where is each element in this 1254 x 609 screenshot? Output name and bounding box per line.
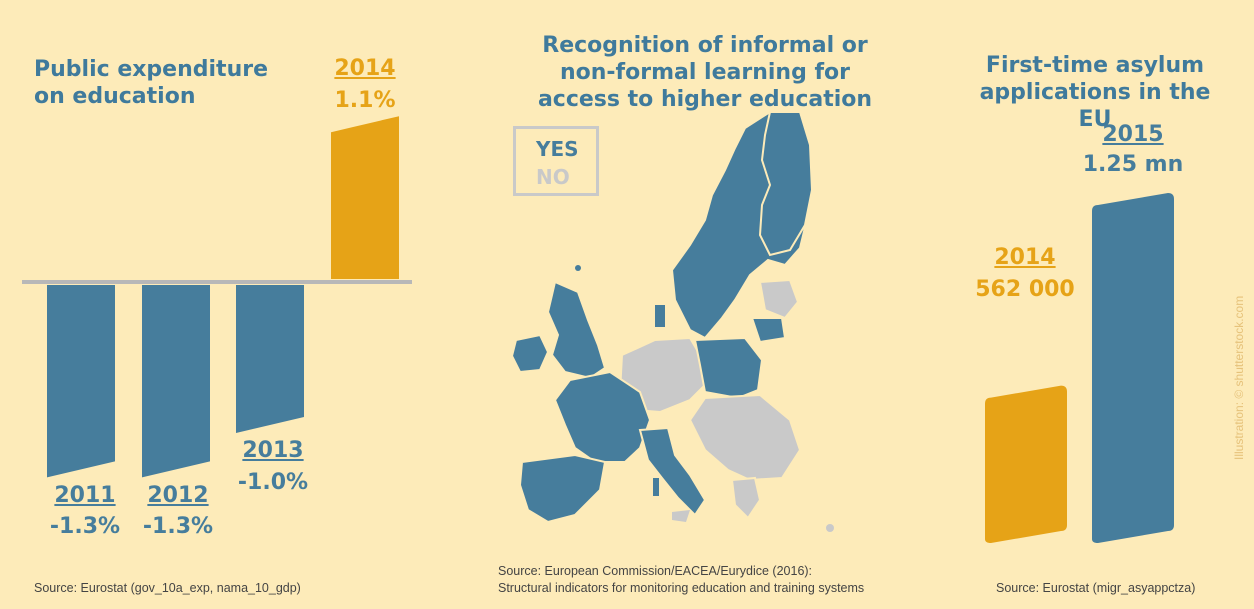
asylum-label-year-2014: 2014 xyxy=(994,245,1056,270)
bar-label-value-2012: -1.3% xyxy=(142,514,214,539)
bar-label-year-2013: 2013 xyxy=(242,438,304,463)
asylum-label-year-2015: 2015 xyxy=(1102,122,1164,147)
bar-label-value-2013: -1.0% xyxy=(237,470,309,495)
chart2-source: Source: European Commission/EACEA/Eurydi… xyxy=(498,564,865,595)
chart3-title: First-time asylum applications in the EU xyxy=(979,53,1211,132)
bar-label-year-2011: 2011 xyxy=(54,483,116,508)
legend-no: NO xyxy=(536,165,570,189)
chart1-source: Source: Eurostat (gov_10a_exp, nama_10_g… xyxy=(34,581,301,595)
bar-2013 xyxy=(236,285,304,433)
asylum-bar-2015 xyxy=(1092,193,1174,543)
chart1-zero-axis xyxy=(22,280,412,284)
map-legend: YES NO xyxy=(513,126,599,196)
asylum-label-value-2015: 1.25 mn xyxy=(1082,152,1184,177)
asylum-label-value-2014: 562 000 xyxy=(975,277,1075,302)
chart1-title: Public expenditure on education xyxy=(34,57,268,109)
bar-2014 xyxy=(331,116,399,279)
bar-label-value-2011: -1.3% xyxy=(49,514,121,539)
asylum-bar-2014 xyxy=(985,385,1067,543)
chart2-title: Recognition of informal or non-formal le… xyxy=(537,33,873,112)
chart3-source: Source: Eurostat (migr_asyappctza) xyxy=(996,581,1196,595)
image-credit: Illustration: © shutterstock.com xyxy=(1232,295,1246,460)
bar-label-year-2014: 2014 xyxy=(334,56,396,81)
bar-2011 xyxy=(47,285,115,478)
bar-label-year-2012: 2012 xyxy=(147,483,209,508)
bar-2012 xyxy=(142,285,210,478)
bar-label-value-2014: 1.1% xyxy=(334,88,396,113)
legend-yes: YES xyxy=(536,137,579,161)
